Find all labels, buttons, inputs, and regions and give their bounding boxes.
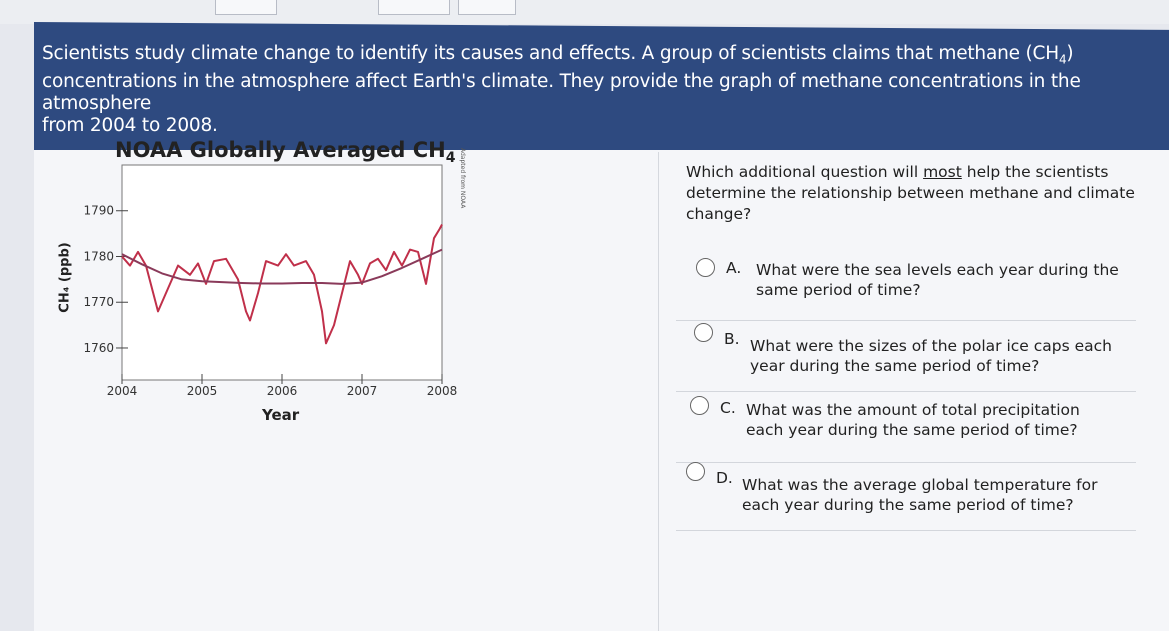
answer-option-a[interactable]: A. What were the sea levels each year du… (676, 250, 1136, 321)
methane-monthly-line (121, 224, 443, 345)
methane-trend-line (121, 248, 443, 285)
radio-button-b[interactable] (694, 323, 713, 342)
chart-title: NOAA Globally Averaged CH4 (115, 138, 456, 167)
answer-option-c[interactable]: C. What was the amount of total precipit… (676, 392, 1136, 463)
y-tick-label: 1780 (83, 249, 114, 263)
option-letter: D. (716, 469, 733, 487)
answer-option-b[interactable]: B. What were the sizes of the polar ice … (676, 321, 1136, 392)
question-emphasis: most (923, 163, 962, 181)
top-tab-fragment[interactable] (378, 0, 450, 15)
option-text: What were the sizes of the polar ice cap… (750, 337, 1112, 375)
y-tick-label: 1790 (83, 204, 114, 218)
answer-option-d[interactable]: D. What was the average global temperatu… (676, 460, 1136, 531)
x-tick-label: 2005 (187, 384, 218, 398)
browser-top-strip (0, 0, 1169, 24)
option-letter: B. (724, 330, 740, 348)
y-tick-label: 1770 (83, 295, 114, 309)
option-text: What was the amount of total precipitati… (746, 401, 1080, 439)
top-tab-fragment[interactable] (215, 0, 277, 15)
chart-source-note: Adapted from NOAA (459, 148, 466, 209)
x-tick-label: 2007 (347, 384, 378, 398)
radio-button-c[interactable] (690, 396, 709, 415)
option-letter: C. (720, 399, 736, 417)
radio-button-d[interactable] (686, 462, 705, 481)
x-tick-label: 2006 (267, 384, 298, 398)
radio-button-a[interactable] (696, 258, 715, 277)
chart-x-axis-label: Year (262, 406, 300, 424)
x-tick-label: 2008 (427, 384, 458, 398)
option-letter: A. (726, 259, 742, 277)
passage-text: Scientists study climate change to ident… (42, 43, 1081, 136)
methane-chart: 1760 1770 1780 1790 2004 2005 2006 2007 2008 (83, 164, 458, 398)
panel-divider (658, 152, 659, 631)
question-prompt: Which additional question will most help… (686, 163, 1135, 223)
plot-area (121, 164, 443, 381)
top-tab-fragment[interactable] (458, 0, 516, 15)
option-text: What was the average global temperature … (742, 476, 1098, 514)
option-text: What were the sea levels each year durin… (756, 261, 1119, 299)
y-tick-label: 1760 (83, 341, 114, 355)
x-tick-label: 2004 (107, 384, 138, 398)
